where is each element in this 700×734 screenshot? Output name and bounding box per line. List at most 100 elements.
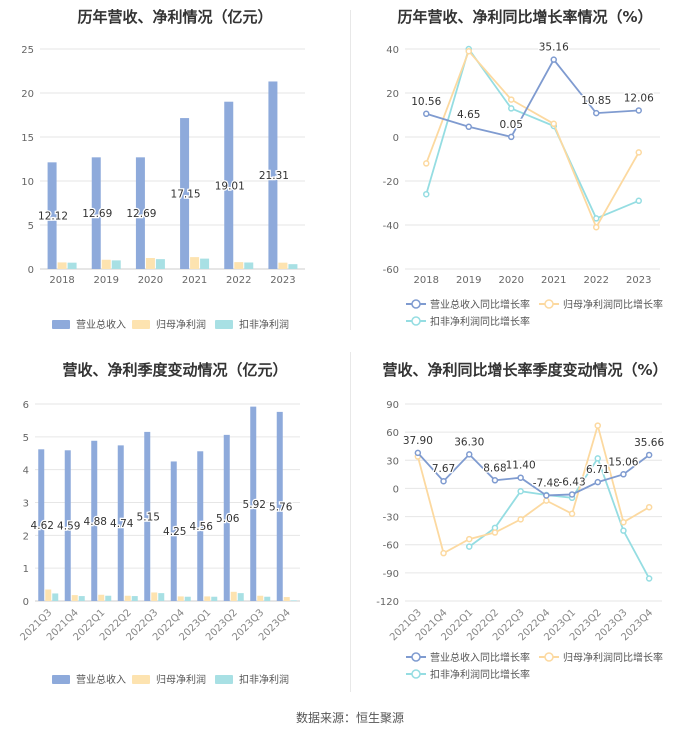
series-point-0 [414,449,422,457]
y-tick-label: 20 [386,89,399,100]
y-tick-label: 6 [23,400,29,411]
bar-1 [57,262,67,269]
bar-1 [98,594,105,601]
bar-2 [158,593,165,601]
y-tick-label: 3 [23,499,29,510]
data-label: 4.56 [190,521,214,533]
data-label: 12.69 [82,208,112,220]
x-tick-label: 2023 [626,275,651,286]
data-label: 4.88 [84,516,107,528]
bar-1 [71,595,78,601]
y-tick-label: 20 [21,89,34,100]
legend-marker [544,299,554,309]
y-tick-label: -30 [383,513,399,524]
data-label: 4.74 [110,518,134,530]
y-tick-label: 5 [28,221,34,232]
series-point-1 [491,529,499,536]
data-label: 15.06 [608,456,638,468]
legend-label: 扣非净利润同比增长率 [430,668,530,681]
bar-2 [244,262,254,269]
x-tick-label: 2019 [94,275,119,286]
quarterly-growth-chart: -120-90-60-3003060902021Q32021Q42022Q120… [376,400,665,681]
bar-2 [200,258,210,269]
bar-1 [283,597,290,601]
data-label: 11.40 [506,460,536,472]
data-label: 12.69 [126,208,156,220]
series-point-0 [568,491,576,498]
y-tick-label: 40 [386,45,399,56]
bar-0 [64,450,71,601]
chart-title: 历年营收、净利同比增长率情况（%） [397,8,653,26]
chart-title: 历年营收、净利情况（亿元） [77,8,273,26]
bar-2 [211,596,218,601]
bar-0 [223,434,230,601]
bar-0 [197,451,204,601]
data-label: 5.06 [216,513,240,525]
legend-swatch [52,320,70,329]
series-line-2 [468,456,650,579]
series-point-2 [517,487,524,495]
chart-title: 营收、净利季度变动情况（亿元） [62,361,288,379]
bar-2 [131,596,138,601]
y-tick-label: 60 [386,428,399,439]
series-point-0 [517,474,524,481]
data-label: 5.76 [269,501,293,513]
annual-growth-panel: 历年营收、净利同比增长率情况（%） -60 -40 -20 0 20 40 2018 2019… [350,0,700,345]
annual-revenue-panel: 历年营收、净利情况（亿元） 0 5 10 15 20 25 2018 12.12 2019 12.… [0,0,350,345]
data-label: 5.15 [137,511,160,523]
series-point-2 [593,215,600,222]
legend-label: 营业总收入同比增长率 [430,651,530,664]
series-point-1 [635,149,642,156]
bar-2 [237,593,244,601]
data-label: 35.16 [539,42,569,54]
bar-0 [170,461,177,601]
y-tick-label: 5 [23,433,29,444]
data-label: 4.25 [163,526,186,538]
bar-1 [151,592,158,601]
bar-2 [78,596,85,601]
bar-1 [190,257,200,269]
data-label: 5.92 [243,499,266,511]
data-label: 4.59 [57,521,80,533]
series-line-0 [417,452,650,497]
bar-0 [117,445,124,601]
legend-marker [544,652,554,662]
bar-1 [278,262,288,269]
y-tick-label: 0 [393,133,399,144]
data-label: 8.68 [483,462,506,474]
data-label: 37.90 [403,435,433,447]
y-tick-label: 0 [28,265,34,276]
series-point-0 [543,492,550,499]
series-line-1 [425,49,640,230]
series-point-2 [620,527,627,534]
series-point-1 [465,47,472,55]
legend-swatch [132,320,150,329]
legend-label: 营业总收入 [76,318,126,331]
series-point-0 [594,478,601,486]
bar-0 [250,406,257,601]
bar-2 [155,259,165,269]
quarterly-revenue-panel: 营收、净利季度变动情况（亿元） 0 1 2 3 4 5 6 2021Q3 4.62 2021Q4 4… [0,345,350,705]
data-label: 36.30 [454,436,484,448]
legend-label: 归母净利润 [156,318,206,331]
series-point-1 [645,503,653,511]
x-tick-label: 2020 [499,275,524,286]
y-tick-label: 4 [23,466,29,477]
series-point-1 [620,518,627,526]
annual-revenue-chart: 0 5 10 15 20 25 2018 12.12 2019 12.69 2020 12.69 202… [21,45,305,331]
series-point-0 [550,56,557,63]
y-tick-label: -120 [376,597,399,608]
series-point-2 [466,543,473,550]
legend-label: 归母净利润同比增长率 [563,298,663,311]
y-tick-label: -40 [383,221,399,232]
bar-0 [144,431,151,601]
series-line-2 [425,46,640,220]
series-point-0 [466,451,473,458]
series-point-0 [465,123,472,131]
data-label: 12.12 [38,211,68,223]
panel-divider-bottom [350,352,351,692]
data-label: -6.43 [558,476,585,488]
bar-2 [264,596,271,601]
bar-0 [180,118,190,269]
series-point-2 [645,575,653,582]
